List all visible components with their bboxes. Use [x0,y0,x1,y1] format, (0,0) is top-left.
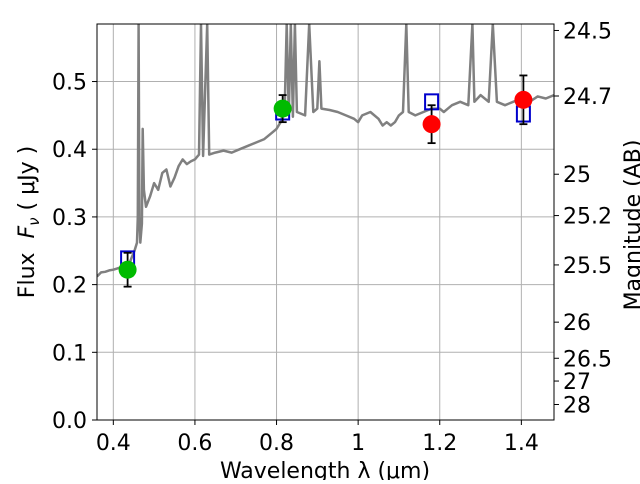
observed-flux-point [118,260,137,279]
y-axis-right-label: Magnitude (AB) [621,140,640,311]
x-tick-label: 0.8 [259,431,294,456]
mag-tick-label: 24.7 [563,85,612,110]
y-tick-label: 0.5 [52,71,87,96]
grid-lines [97,24,554,421]
x-axis-label: Wavelength λ (μm) [220,459,430,480]
plot-frame [96,23,555,421]
mag-tick-label: 25.2 [563,205,612,230]
y-tick-label: 0.1 [52,341,87,366]
observed-flux-point [514,90,533,109]
model-spectrum-line [97,24,554,278]
mag-tick-label: 24.5 [563,19,612,44]
y-axis-left-label: Flux Fν ( μJy ) [15,146,43,298]
x-tick-label: 0.6 [177,431,212,456]
observed-flux-point [422,115,441,134]
y-axis-left: 0.0 0.1 0.2 0.3 0.4 0.5 [52,71,97,434]
mag-tick-label: 27 [563,370,591,395]
y-tick-label: 0.4 [52,138,87,163]
mag-tick-label: 25 [563,163,591,188]
mag-tick-label: 28 [563,393,591,418]
observed-flux-point [273,99,292,118]
mag-tick-label: 26 [563,311,591,336]
x-axis: 0.4 0.6 0.8 1 1.2 1.4 [96,420,539,456]
spectrum-layer [97,24,554,278]
x-tick-label: 0.4 [96,431,131,456]
y-tick-label: 0.2 [52,274,87,299]
x-tick-label: 1 [351,431,365,456]
y-tick-label: 0.0 [52,409,87,434]
y-tick-label: 0.3 [52,206,87,231]
mag-tick-label: 26.5 [563,347,612,372]
x-tick-label: 1.4 [504,431,539,456]
markers-layer [118,74,533,288]
x-tick-label: 1.2 [422,431,457,456]
mag-tick-label: 25.5 [563,254,612,279]
